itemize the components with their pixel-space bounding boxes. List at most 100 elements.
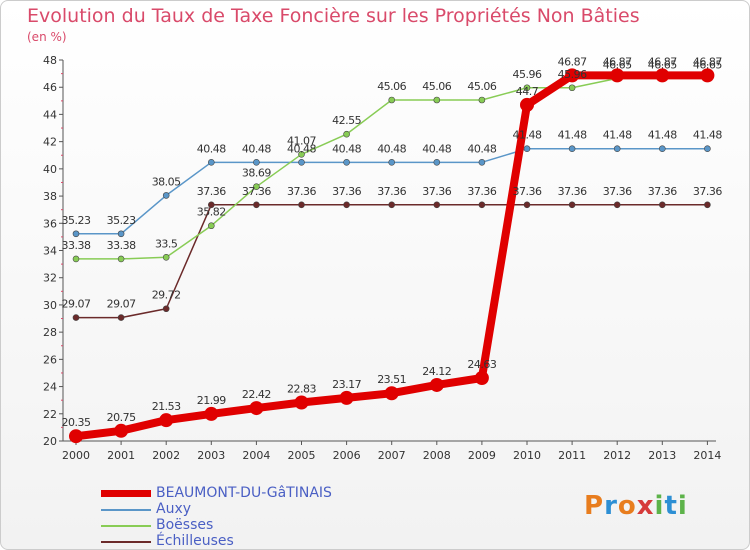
data-label-beaumont: 44.7 xyxy=(516,85,539,98)
y-tick-label: 20 xyxy=(43,435,57,448)
logo-letter: x xyxy=(636,491,655,521)
x-tick-label: 2008 xyxy=(423,449,451,462)
logo-letter: i xyxy=(677,491,688,521)
data-point-beaumont xyxy=(520,97,534,112)
logo-letter: t xyxy=(664,491,678,521)
legend-item-beaumont[interactable]: BEAUMONT-DU-GâTINAIS xyxy=(101,485,361,502)
data-label-auxy: 41.48 xyxy=(648,129,677,142)
data-point-echilleuses xyxy=(298,201,305,209)
logo-letter: r xyxy=(604,491,618,521)
y-tick-label: 26 xyxy=(43,353,57,366)
data-label-echilleuses: 37.36 xyxy=(197,185,226,198)
data-label-echilleuses: 37.36 xyxy=(693,185,722,198)
x-tick-label: 2014 xyxy=(693,449,721,462)
data-point-auxy xyxy=(704,145,711,153)
legend-swatch-auxy xyxy=(101,509,151,511)
data-point-auxy xyxy=(523,145,531,153)
x-tick-label: 2010 xyxy=(513,449,541,462)
data-label-auxy: 40.48 xyxy=(422,142,451,155)
data-label-auxy: 40.48 xyxy=(287,142,316,155)
x-tick-label: 2012 xyxy=(603,449,631,462)
data-label-auxy: 35.23 xyxy=(107,214,136,227)
data-point-echilleuses xyxy=(704,201,711,209)
data-label-boesses: 45.06 xyxy=(377,80,406,93)
data-point-beaumont xyxy=(700,68,715,83)
data-point-echilleuses xyxy=(343,201,350,209)
x-tick-label: 2001 xyxy=(107,449,135,462)
logo-letter: i xyxy=(654,491,665,521)
data-label-boesses: 45.96 xyxy=(558,68,587,81)
data-label-boesses: 35.82 xyxy=(197,206,226,219)
data-point-auxy xyxy=(298,159,305,166)
data-point-beaumont xyxy=(339,390,354,405)
data-label-beaumont: 22.83 xyxy=(287,382,316,395)
x-tick-label: 2007 xyxy=(378,449,406,462)
data-point-boesses xyxy=(72,255,80,263)
data-label-beaumont: 46.87 xyxy=(558,55,587,68)
data-point-beaumont xyxy=(69,429,83,444)
data-label-auxy: 38.05 xyxy=(152,175,181,188)
data-point-auxy xyxy=(343,159,350,166)
data-point-echilleuses xyxy=(162,305,170,313)
x-tick-label: 2006 xyxy=(333,449,361,462)
y-tick-label: 48 xyxy=(43,54,57,67)
data-point-boesses xyxy=(523,84,531,92)
y-tick-label: 28 xyxy=(43,326,57,339)
data-label-echilleuses: 29.07 xyxy=(107,298,136,311)
data-point-auxy xyxy=(478,159,486,166)
x-tick-label: 2005 xyxy=(288,449,316,462)
x-tick-label: 2000 xyxy=(62,449,90,462)
data-label-beaumont: 21.99 xyxy=(197,394,226,407)
data-point-boesses xyxy=(208,222,215,230)
y-tick-label: 22 xyxy=(43,408,57,421)
data-label-auxy: 40.48 xyxy=(377,142,406,155)
legend-item-boesses[interactable]: Boësses xyxy=(101,517,361,534)
data-label-auxy: 40.48 xyxy=(332,142,361,155)
data-label-echilleuses: 29.07 xyxy=(62,298,91,311)
data-point-beaumont xyxy=(114,423,129,438)
data-label-beaumont: 24.12 xyxy=(422,365,451,378)
data-label-boesses: 41.07 xyxy=(287,134,316,147)
x-tick-label: 2011 xyxy=(558,449,586,462)
x-tick-label: 2013 xyxy=(648,449,676,462)
data-label-echilleuses: 37.36 xyxy=(377,185,406,198)
data-point-boesses xyxy=(478,96,486,104)
data-point-echilleuses xyxy=(253,201,260,209)
data-label-echilleuses: 37.36 xyxy=(242,185,271,198)
data-label-boesses: 45.06 xyxy=(467,80,496,93)
data-point-echilleuses xyxy=(72,314,80,321)
data-point-boesses xyxy=(117,255,125,263)
data-point-beaumont xyxy=(474,370,489,385)
data-point-auxy xyxy=(72,230,80,238)
proxiti-logo: Proxiti xyxy=(584,491,688,521)
series-line-boesses xyxy=(76,77,708,260)
data-point-boesses xyxy=(433,96,441,104)
legend-item-auxy[interactable]: Auxy xyxy=(101,501,361,518)
y-tick-label: 32 xyxy=(43,272,57,285)
legend-item-echilleuses[interactable]: Échilleuses xyxy=(101,533,361,549)
data-point-echilleuses xyxy=(613,201,621,209)
data-point-echilleuses xyxy=(568,201,576,209)
data-point-boesses xyxy=(253,183,260,190)
data-label-auxy: 41.48 xyxy=(558,129,587,142)
data-point-echilleuses xyxy=(208,201,215,209)
data-label-boesses: 46.65 xyxy=(603,58,632,71)
data-label-beaumont: 22.42 xyxy=(242,388,271,401)
chart-title: Evolution du Taux de Taxe Foncière sur l… xyxy=(27,5,640,27)
data-point-echilleuses xyxy=(117,314,125,321)
data-label-echilleuses: 29.72 xyxy=(152,289,181,302)
data-point-auxy xyxy=(162,192,170,199)
data-point-auxy xyxy=(568,145,576,153)
data-label-beaumont: 46.87 xyxy=(603,55,632,68)
y-tick-label: 46 xyxy=(43,81,57,94)
y-tick-label: 24 xyxy=(43,381,57,394)
data-point-beaumont xyxy=(294,395,309,410)
data-label-beaumont: 46.87 xyxy=(693,55,722,68)
x-tick-label: 2004 xyxy=(242,449,270,462)
data-point-echilleuses xyxy=(478,201,486,209)
data-label-boesses: 38.69 xyxy=(242,167,271,180)
data-point-boesses xyxy=(162,254,170,261)
data-label-echilleuses: 37.36 xyxy=(287,185,316,198)
